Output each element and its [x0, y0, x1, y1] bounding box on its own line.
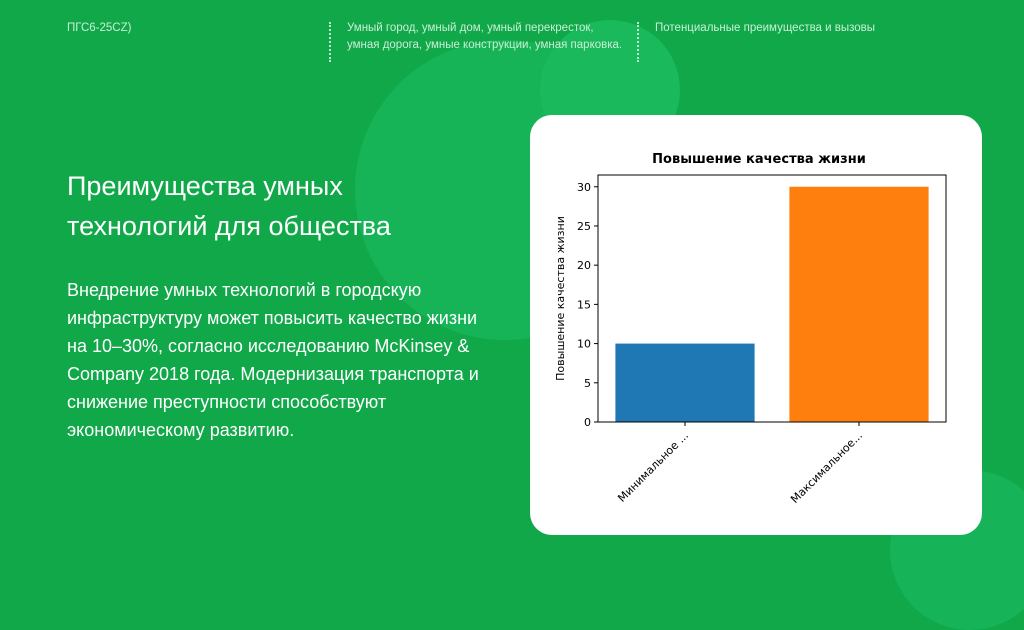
header-bar: ПГС6-25CZ) Умный город, умный дом, умный…	[0, 20, 1024, 80]
y-tick-label: 30	[577, 181, 591, 194]
y-tick-label: 10	[577, 338, 591, 351]
header-topic: Умный город, умный дом, умный перекресто…	[347, 22, 623, 51]
y-tick-label: 5	[584, 377, 591, 390]
header-section: Потенциальные преимущества и вызовы	[655, 22, 876, 34]
chart-title: Повышение качества жизни	[652, 152, 866, 167]
bar-chart: Повышение качества жизни Повышение качес…	[554, 152, 947, 506]
bar	[615, 343, 755, 422]
y-tick-label: 25	[577, 220, 591, 233]
x-tick-label: Максимальное...	[788, 429, 865, 506]
x-tick-label: Минимальное ...	[615, 429, 691, 505]
header-course-code: ПГС6-25CZ)	[67, 22, 132, 34]
plot-frame	[597, 174, 947, 423]
y-tick-label: 0	[584, 416, 591, 429]
slide-body-text: Внедрение умных технологий в городскую и…	[67, 280, 479, 440]
y-tick-label: 15	[577, 298, 591, 311]
y-axis-label: Повышение качества жизни	[554, 216, 567, 381]
y-tick-label: 20	[577, 259, 591, 272]
bar	[789, 186, 929, 422]
header-separator	[637, 22, 639, 62]
header-separator	[329, 22, 331, 62]
slide-title: Преимущества умных технологий для общест…	[67, 171, 391, 242]
chart-card: Повышение качества жизни Повышение качес…	[530, 115, 982, 535]
